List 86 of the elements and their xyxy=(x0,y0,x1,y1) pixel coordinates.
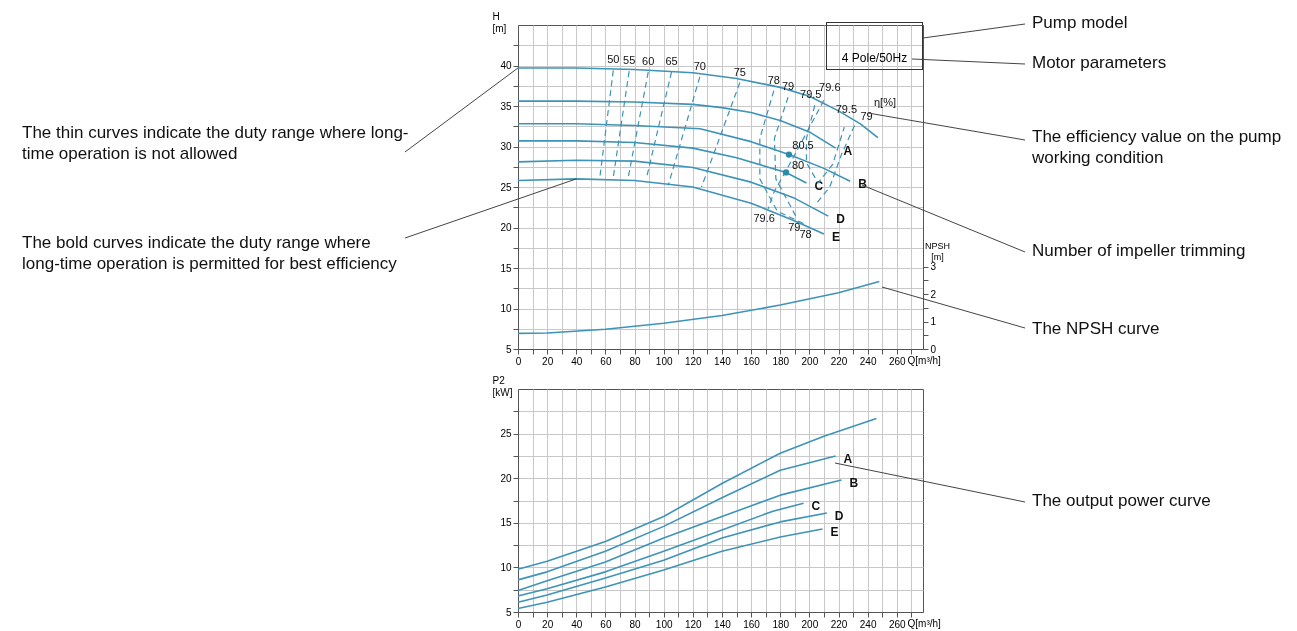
x-tick-label: 220 xyxy=(830,355,848,366)
annotation: 79.6 xyxy=(752,211,775,224)
text: The output power curve xyxy=(1032,490,1211,511)
y-tick-label: 30 xyxy=(499,140,512,152)
y-tick-label: 35 xyxy=(499,100,512,111)
x-tick-label: 160 xyxy=(742,355,760,366)
annotation: 55 xyxy=(622,53,635,66)
x-tick-label: 100 xyxy=(655,618,673,629)
x-tick-label: 0 xyxy=(515,618,522,629)
annotation: The bold curves indicate the duty range where long-time operation is permitted for best efficiency xyxy=(22,232,398,274)
y2-tick-label: 1 xyxy=(930,315,936,327)
text: The efficiency value on the pump working condition xyxy=(1032,126,1283,168)
y2-axis-title: NPSH [m] xyxy=(924,240,950,262)
x-tick-label: 120 xyxy=(684,618,702,629)
y-tick-label: 5 xyxy=(505,343,512,354)
text: Number of impeller trimming xyxy=(1032,240,1246,261)
text: Motor parameters xyxy=(1032,52,1167,73)
y2-tick-label: 0 xyxy=(930,343,936,354)
annotation: 78 xyxy=(767,73,780,86)
annotation: 79 xyxy=(781,79,794,92)
annotation: 80 xyxy=(791,158,804,171)
y-tick-label: 25 xyxy=(499,181,512,192)
y-tick-label: 10 xyxy=(499,302,512,314)
x-tick-label: 80 xyxy=(628,618,641,629)
x-tick-label: 160 xyxy=(742,618,760,629)
x-axis-title: Q[m³/h] xyxy=(907,617,941,628)
x-tick-label: 120 xyxy=(684,355,702,366)
annotation: 79.6 xyxy=(818,80,840,93)
y-tick-label: 25 xyxy=(499,427,512,439)
annotation: 50 xyxy=(606,52,619,65)
x-tick-label: 200 xyxy=(801,618,819,629)
series-label: D xyxy=(835,211,845,226)
annotation: η[%] xyxy=(874,96,897,108)
series-label: C xyxy=(813,178,823,193)
y-tick-label: 20 xyxy=(499,472,512,484)
series-label: B xyxy=(848,475,858,490)
annotation: The thin curves indicate the duty range where long-time operation is not allowed xyxy=(22,122,410,164)
x-axis-title: Q[m³/h] xyxy=(907,354,941,365)
y-tick-label: 15 xyxy=(499,262,512,273)
y-tick-label: 20 xyxy=(499,221,512,233)
y-axis-title: P2 [kW] xyxy=(492,374,513,397)
x-tick-label: 100 xyxy=(655,355,673,366)
series-label: D xyxy=(834,508,844,523)
series-label: C xyxy=(811,498,821,513)
x-tick-label: 60 xyxy=(599,618,612,629)
x-tick-label: 0 xyxy=(515,355,522,366)
annotation: 60 xyxy=(641,54,654,67)
x-tick-label: 260 xyxy=(888,355,906,366)
x-tick-label: 60 xyxy=(599,355,612,366)
series-label: A xyxy=(843,451,853,466)
x-tick-label: 140 xyxy=(713,355,731,366)
x-tick-label: 40 xyxy=(570,355,583,366)
series-label: E xyxy=(831,229,840,244)
annotation: 79 xyxy=(787,220,800,233)
x-tick-label: 40 xyxy=(570,618,583,629)
x-tick-label: 240 xyxy=(859,618,877,629)
series-label: B xyxy=(857,176,867,191)
x-tick-label: 240 xyxy=(859,355,877,366)
x-tick-label: 20 xyxy=(541,618,554,629)
annotation: 79 xyxy=(859,109,873,122)
x-tick-label: 140 xyxy=(713,618,731,629)
y2-tick-label: 3 xyxy=(930,260,936,272)
text: The NPSH curve xyxy=(1032,318,1160,339)
x-tick-label: 260 xyxy=(888,618,906,629)
y2-tick-label: 2 xyxy=(930,288,936,300)
x-tick-label: 80 xyxy=(628,355,641,366)
x-tick-label: 220 xyxy=(830,618,848,629)
annotation: 70 xyxy=(693,59,706,72)
x-tick-label: 180 xyxy=(771,355,790,366)
series-label: A xyxy=(843,143,853,158)
y-tick-label: 5 xyxy=(505,606,512,617)
text: Pump model xyxy=(1032,12,1128,33)
y-tick-label: 40 xyxy=(499,59,512,71)
annotation: 79.5 xyxy=(799,87,821,100)
annotation: 75 xyxy=(733,65,746,78)
x-tick-label: 200 xyxy=(801,355,819,366)
y-tick-label: 10 xyxy=(499,561,512,573)
y-tick-label: 15 xyxy=(499,516,512,528)
annotation: 79.5 xyxy=(835,102,857,115)
series-label: E xyxy=(829,524,838,539)
x-tick-label: 20 xyxy=(541,355,554,366)
label-box: 4 Pole/50Hz xyxy=(826,22,923,70)
annotation: 80.5 xyxy=(791,138,814,151)
y-axis-title: H [m] xyxy=(492,10,507,33)
x-tick-label: 180 xyxy=(771,618,790,629)
annotation: 65 xyxy=(664,54,678,67)
